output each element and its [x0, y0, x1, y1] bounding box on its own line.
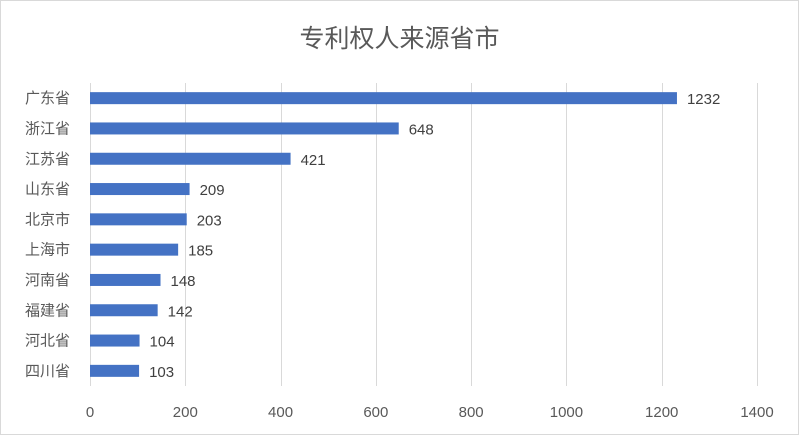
category-label: 河北省 [25, 332, 70, 350]
data-label: 209 [200, 182, 225, 199]
bar [90, 304, 158, 317]
category-label: 四川省 [25, 362, 70, 380]
category-label: 广东省 [25, 89, 70, 107]
data-labels: 1232 648 421 209 203 185 148 142 104 103 [149, 91, 720, 381]
x-tick-label: 0 [86, 404, 94, 421]
data-label: 148 [171, 273, 196, 290]
chart-title: 专利权人来源省市 [299, 24, 500, 53]
bars [90, 92, 677, 377]
data-label: 142 [168, 303, 193, 320]
bar [90, 92, 677, 105]
x-tick-label: 600 [363, 404, 388, 421]
x-tick-label: 200 [173, 404, 198, 421]
x-axis-tick-labels: 0 200 400 600 800 1000 1200 1400 [86, 404, 774, 421]
x-tick-label: 1000 [550, 404, 583, 421]
x-tick-label: 1200 [645, 404, 678, 421]
category-label: 上海市 [25, 241, 70, 259]
category-label: 浙江省 [25, 119, 70, 137]
x-tick-label: 400 [268, 404, 293, 421]
category-label: 福建省 [25, 301, 70, 319]
data-label: 1232 [687, 91, 720, 108]
bar [90, 243, 179, 256]
bar [90, 273, 161, 286]
bar [90, 152, 291, 165]
category-label: 江苏省 [25, 150, 70, 168]
category-label: 山东省 [25, 180, 70, 198]
category-label: 河南省 [25, 271, 70, 289]
data-label: 185 [188, 243, 213, 260]
data-label: 104 [150, 334, 175, 351]
data-label: 203 [197, 212, 222, 229]
data-label: 103 [149, 364, 174, 381]
bar [90, 334, 140, 347]
x-tick-label: 800 [459, 404, 484, 421]
data-label: 648 [409, 121, 434, 138]
x-tick-label: 1400 [740, 404, 773, 421]
bar [90, 213, 187, 226]
data-label: 421 [301, 152, 326, 169]
category-label: 北京市 [25, 210, 70, 228]
bar [90, 183, 190, 196]
bar [90, 122, 399, 135]
bar [90, 364, 140, 377]
